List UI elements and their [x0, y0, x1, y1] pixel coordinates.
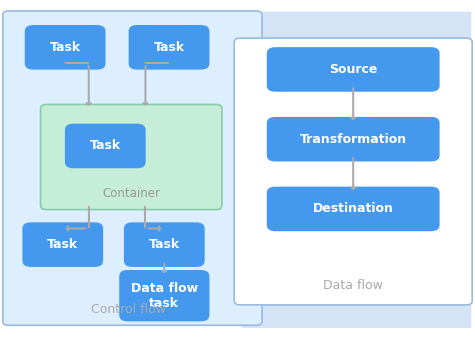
FancyBboxPatch shape [65, 124, 146, 168]
Text: Task: Task [49, 41, 81, 54]
Text: Transformation: Transformation [300, 133, 407, 146]
Text: Destination: Destination [313, 202, 394, 215]
Text: Data flow: Data flow [323, 279, 383, 292]
FancyBboxPatch shape [129, 25, 209, 70]
FancyBboxPatch shape [119, 270, 209, 321]
Text: Task: Task [153, 41, 185, 54]
FancyBboxPatch shape [124, 222, 205, 267]
Text: Container: Container [102, 187, 160, 200]
Text: Task: Task [90, 140, 121, 153]
FancyBboxPatch shape [234, 38, 472, 305]
FancyBboxPatch shape [22, 222, 103, 267]
Text: Source: Source [329, 63, 377, 76]
FancyBboxPatch shape [267, 47, 439, 92]
Text: Control flow: Control flow [91, 303, 166, 316]
FancyBboxPatch shape [3, 11, 262, 325]
Text: Data flow
task: Data flow task [131, 282, 198, 310]
Polygon shape [188, 12, 471, 328]
Text: Task: Task [149, 238, 180, 251]
FancyBboxPatch shape [267, 187, 439, 231]
FancyBboxPatch shape [40, 105, 222, 210]
FancyBboxPatch shape [25, 25, 105, 70]
Text: Task: Task [47, 238, 78, 251]
FancyBboxPatch shape [267, 117, 439, 162]
